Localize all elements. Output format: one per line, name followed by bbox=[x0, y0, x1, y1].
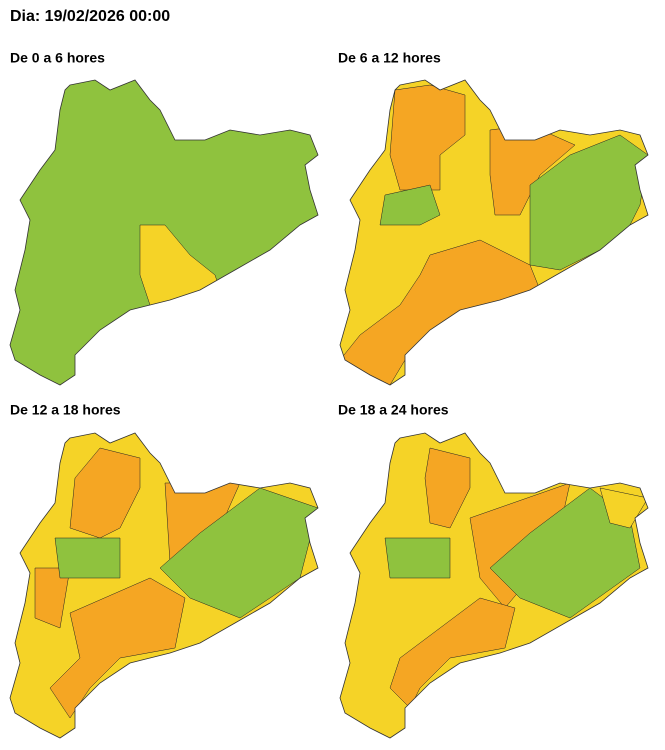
region-map bbox=[9, 79, 319, 386]
warning-zone bbox=[159, 487, 318, 619]
map-outline bbox=[339, 79, 649, 386]
warning-zone bbox=[34, 567, 71, 629]
warning-zone bbox=[379, 184, 441, 226]
region-map bbox=[339, 432, 649, 739]
warning-zone bbox=[54, 537, 121, 579]
warning-zone bbox=[49, 577, 186, 719]
region-map bbox=[339, 79, 649, 386]
map-fill bbox=[10, 433, 318, 738]
map-fill bbox=[340, 80, 648, 385]
warning-zone bbox=[489, 487, 641, 619]
map-outline bbox=[339, 432, 649, 739]
warning-zone bbox=[384, 537, 451, 579]
panel-title: De 6 a 12 hores bbox=[338, 50, 441, 66]
warning-zone bbox=[69, 447, 141, 539]
warning-zone bbox=[424, 447, 471, 529]
warning-zone bbox=[389, 597, 516, 709]
map-outline bbox=[9, 432, 319, 739]
warning-zone bbox=[529, 134, 648, 271]
date-label: Dia: 19/02/2026 00:00 bbox=[10, 8, 170, 25]
map-fill bbox=[340, 433, 648, 738]
panel-title: De 18 a 24 hores bbox=[338, 402, 449, 418]
region-map bbox=[9, 432, 319, 739]
panel-title: De 12 a 18 hores bbox=[10, 402, 121, 418]
map-outline bbox=[9, 79, 319, 386]
map-fill bbox=[10, 80, 318, 385]
panel-title: De 0 a 6 hores bbox=[10, 50, 105, 66]
